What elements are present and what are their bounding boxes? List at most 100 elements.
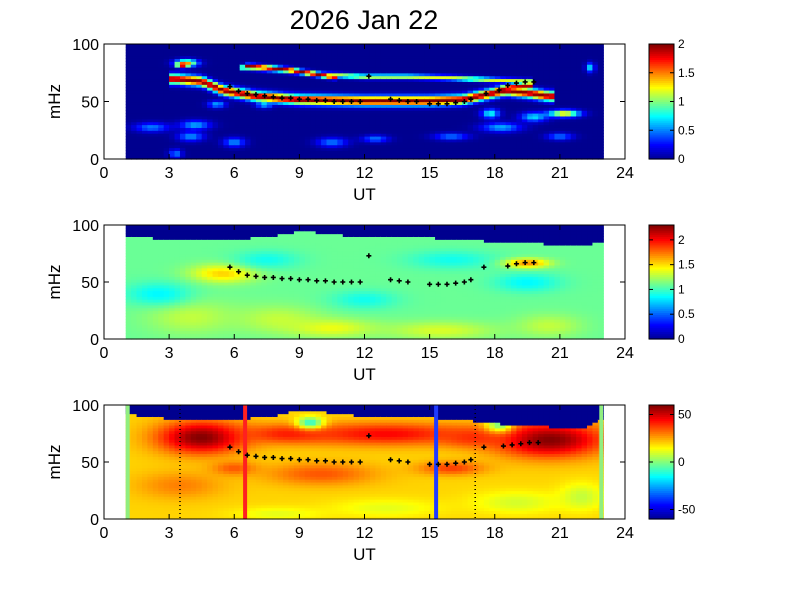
marker-point <box>253 92 259 98</box>
heatmap-cell <box>489 118 496 123</box>
heatmap-cell <box>549 121 556 126</box>
heatmap-cell <box>217 144 224 149</box>
heatmap-cell <box>516 138 523 143</box>
marker-point <box>227 84 233 90</box>
heatmap-cell <box>185 98 192 103</box>
heatmap-cell <box>597 49 604 54</box>
heatmap-cell <box>576 127 583 131</box>
heatmap-cell <box>283 153 290 157</box>
heatmap-cell <box>163 321 170 326</box>
heatmap-cell <box>217 101 224 105</box>
heatmap-cell <box>141 304 149 309</box>
heatmap-cell <box>413 153 420 157</box>
heatmap-cell <box>288 55 295 59</box>
heatmap-cell <box>136 273 143 277</box>
heatmap-cell <box>375 150 382 154</box>
heatmap-cell <box>364 84 371 88</box>
heatmap-cell <box>152 61 159 65</box>
heatmap-cell <box>169 138 176 143</box>
heatmap-cell <box>217 113 224 117</box>
heatmap-cell <box>228 55 235 59</box>
heatmap-cell <box>559 113 566 117</box>
heatmap-cell <box>549 144 556 149</box>
heatmap-cell <box>467 133 474 137</box>
heatmap-cell <box>131 78 138 82</box>
heatmap-cell <box>451 115 458 120</box>
heatmap-cell <box>424 150 431 154</box>
heatmap-cell <box>527 44 534 48</box>
heatmap-cell <box>559 81 566 85</box>
heatmap-cell <box>288 104 295 108</box>
heatmap-cell <box>141 247 149 252</box>
heatmap-cell <box>141 144 149 149</box>
heatmap-cell <box>147 58 154 62</box>
heatmap-cell <box>147 144 154 149</box>
heatmap-cell <box>342 44 349 48</box>
heatmap-cell <box>174 118 181 123</box>
heatmap-cell <box>304 144 311 149</box>
heatmap-cell <box>321 141 328 146</box>
heatmap-cell <box>483 121 490 126</box>
heatmap-cell <box>136 133 143 137</box>
heatmap-cell <box>418 121 425 126</box>
heatmap-cell <box>462 98 469 103</box>
heatmap-cell <box>527 104 534 108</box>
heatmap-cell <box>576 156 583 160</box>
heatmap-cell <box>505 110 512 114</box>
heatmap-cell <box>250 156 257 160</box>
heatmap-cell <box>141 227 149 232</box>
heatmap-cell <box>310 153 317 157</box>
heatmap-cell <box>353 49 360 54</box>
colorbar-swatch <box>649 90 674 93</box>
heatmap-cell <box>597 61 604 65</box>
heatmap-cell <box>581 101 588 105</box>
heatmap-cell <box>152 95 159 100</box>
heatmap-cell <box>326 98 333 103</box>
heatmap-cell <box>407 72 414 77</box>
heatmap-cell <box>261 61 268 65</box>
heatmap-cell <box>538 98 545 103</box>
heatmap-cell <box>169 247 176 252</box>
heatmap-cell <box>505 101 512 105</box>
heatmap-cell <box>386 107 393 111</box>
heatmap-cell <box>375 130 382 134</box>
heatmap-cell <box>337 121 344 126</box>
heatmap-cell <box>174 242 181 246</box>
heatmap-cell <box>369 58 376 62</box>
heatmap-cell <box>554 101 561 105</box>
heatmap-cell <box>462 61 469 65</box>
heatmap-cell <box>255 141 262 146</box>
heatmap-cell <box>190 75 197 80</box>
heatmap-cell <box>576 153 583 157</box>
heatmap-cell <box>163 233 170 237</box>
heatmap-cell <box>554 61 561 65</box>
heatmap-cell <box>277 113 284 117</box>
heatmap-cell <box>511 118 518 123</box>
heatmap-cell <box>152 156 159 160</box>
heatmap-cell <box>559 138 566 143</box>
heatmap-cell <box>207 78 214 82</box>
heatmap-cell <box>310 124 317 128</box>
heatmap-cell <box>581 136 588 140</box>
heatmap-cell <box>217 153 224 157</box>
heatmap-cell <box>489 147 496 151</box>
heatmap-cell <box>375 61 382 65</box>
heatmap-cell <box>386 72 393 77</box>
heatmap-cell <box>250 78 257 82</box>
heatmap-cell <box>391 98 398 103</box>
heatmap-cell <box>554 55 561 59</box>
heatmap-cell <box>255 98 262 103</box>
heatmap-cell <box>234 49 241 54</box>
heatmap-cell <box>456 46 463 51</box>
heatmap-cell <box>364 75 371 80</box>
heatmap-cell <box>429 64 436 68</box>
heatmap-cell <box>147 279 154 283</box>
heatmap-cell <box>380 110 387 114</box>
heatmap-cell <box>424 84 431 88</box>
heatmap-cell <box>321 58 328 62</box>
heatmap-cell <box>369 136 376 140</box>
heatmap-cell <box>494 69 501 74</box>
heatmap-cell <box>212 98 219 103</box>
heatmap-cell <box>125 118 132 123</box>
heatmap-cell <box>228 104 235 108</box>
